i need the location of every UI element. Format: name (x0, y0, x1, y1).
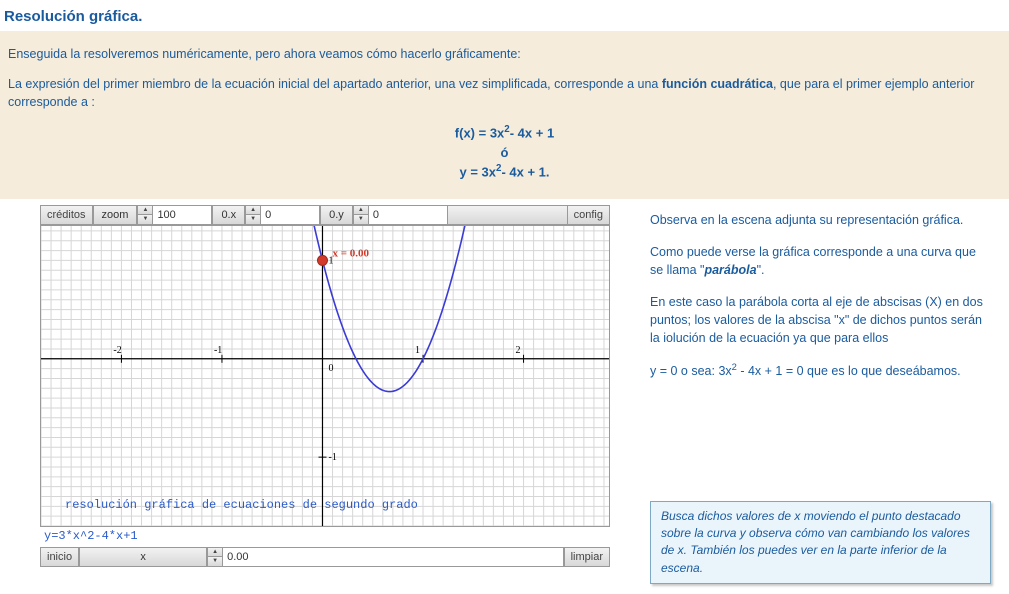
x-label: x (79, 547, 207, 567)
r4a: y = 0 o sea: 3x (650, 364, 732, 378)
config-button[interactable]: config (567, 205, 610, 225)
oy-spinner[interactable]: ▲▼ (353, 205, 369, 225)
svg-text:-1: -1 (214, 344, 222, 355)
f1b: - 4x + 1 (510, 126, 554, 141)
x-input[interactable]: 0.00 (223, 547, 564, 567)
zoom-label: zoom (93, 205, 138, 225)
svg-text:-2: -2 (113, 344, 121, 355)
applet-top-bar: créditos zoom ▲▼ 100 0.x ▲▼ 0 0.y ▲▼ 0 c… (40, 205, 610, 225)
zoom-spinner[interactable]: ▲▼ (137, 205, 153, 225)
f3a: y = 3x (459, 165, 496, 180)
r2c: ". (757, 263, 765, 277)
ox-label: 0.x (212, 205, 245, 225)
intro-box: Enseguida la resolveremos numéricamente,… (0, 31, 1009, 199)
right-p3: En este caso la parábola corta al eje de… (650, 293, 991, 347)
f3p: . (546, 165, 550, 180)
r2b: parábola (704, 263, 756, 277)
spin-down-icon[interactable]: ▼ (138, 215, 152, 224)
plot-area[interactable]: -2-112-110x = 0.00resolución gráfica de … (40, 225, 610, 527)
f3b: - 4x + 1 (501, 165, 545, 180)
f1a: f(x) = 3x (455, 126, 505, 141)
svg-text:resolución gráfica de ecuacion: resolución gráfica de ecuaciones de segu… (65, 498, 418, 512)
formula-line-3: y = 3x2- 4x + 1. (8, 162, 1001, 182)
svg-text:-1: -1 (328, 452, 336, 463)
svg-text:x = 0.00: x = 0.00 (332, 247, 369, 259)
formula-block: f(x) = 3x2- 4x + 1 ó y = 3x2- 4x + 1. (8, 123, 1001, 182)
oy-input[interactable]: 0 (369, 205, 448, 225)
intro-p2a: La expresión del primer miembro de la ec… (8, 77, 662, 91)
inicio-button[interactable]: inicio (40, 547, 79, 567)
intro-p2b: función cuadrática (662, 77, 773, 91)
bar-spacer (448, 205, 567, 225)
intro-p1: Enseguida la resolveremos numéricamente,… (8, 45, 1001, 63)
equation-text: y=3*x^2-4*x+1 (40, 527, 610, 545)
info-box: Busca dichos valores de x moviendo el pu… (650, 501, 991, 585)
ox-input[interactable]: 0 (261, 205, 320, 225)
plot-svg: -2-112-110x = 0.00resolución gráfica de … (41, 226, 609, 526)
svg-text:2: 2 (516, 344, 521, 355)
right-column: Observa en la escena adjunta su represen… (650, 205, 1003, 585)
limpiar-button[interactable]: limpiar (564, 547, 610, 567)
spin-down-icon[interactable]: ▼ (246, 215, 260, 224)
formula-line-2: ó (8, 144, 1001, 163)
r2a: Como puede verse la gráfica corresponde … (650, 245, 976, 277)
svg-text:1: 1 (415, 344, 420, 355)
main-row: créditos zoom ▲▼ 100 0.x ▲▼ 0 0.y ▲▼ 0 c… (0, 199, 1009, 594)
x-spinner[interactable]: ▲▼ (207, 547, 223, 567)
svg-text:0: 0 (328, 362, 333, 373)
zoom-input[interactable]: 100 (153, 205, 212, 225)
spin-up-icon[interactable]: ▲ (246, 206, 260, 216)
right-p1: Observa en la escena adjunta su represen… (650, 211, 991, 229)
formula-line-1: f(x) = 3x2- 4x + 1 (8, 123, 1001, 143)
spin-down-icon[interactable]: ▼ (208, 557, 222, 566)
right-p4: y = 0 o sea: 3x2 - 4x + 1 = 0 que es lo … (650, 361, 991, 380)
applet-bottom-bar: inicio x ▲▼ 0.00 limpiar (40, 547, 610, 567)
r4b: - 4x + 1 = 0 que es lo que deseábamos. (737, 364, 961, 378)
creditos-button[interactable]: créditos (40, 205, 93, 225)
spin-up-icon[interactable]: ▲ (138, 206, 152, 216)
ox-spinner[interactable]: ▲▼ (245, 205, 261, 225)
spin-down-icon[interactable]: ▼ (354, 215, 368, 224)
intro-p2: La expresión del primer miembro de la ec… (8, 75, 1001, 111)
applet: créditos zoom ▲▼ 100 0.x ▲▼ 0 0.y ▲▼ 0 c… (40, 205, 610, 567)
page-title: Resolución gráfica. (0, 0, 1009, 31)
right-p2: Como puede verse la gráfica corresponde … (650, 243, 991, 279)
spin-up-icon[interactable]: ▲ (354, 206, 368, 216)
spin-up-icon[interactable]: ▲ (208, 548, 222, 558)
applet-column: créditos zoom ▲▼ 100 0.x ▲▼ 0 0.y ▲▼ 0 c… (40, 205, 610, 567)
oy-label: 0.y (320, 205, 353, 225)
